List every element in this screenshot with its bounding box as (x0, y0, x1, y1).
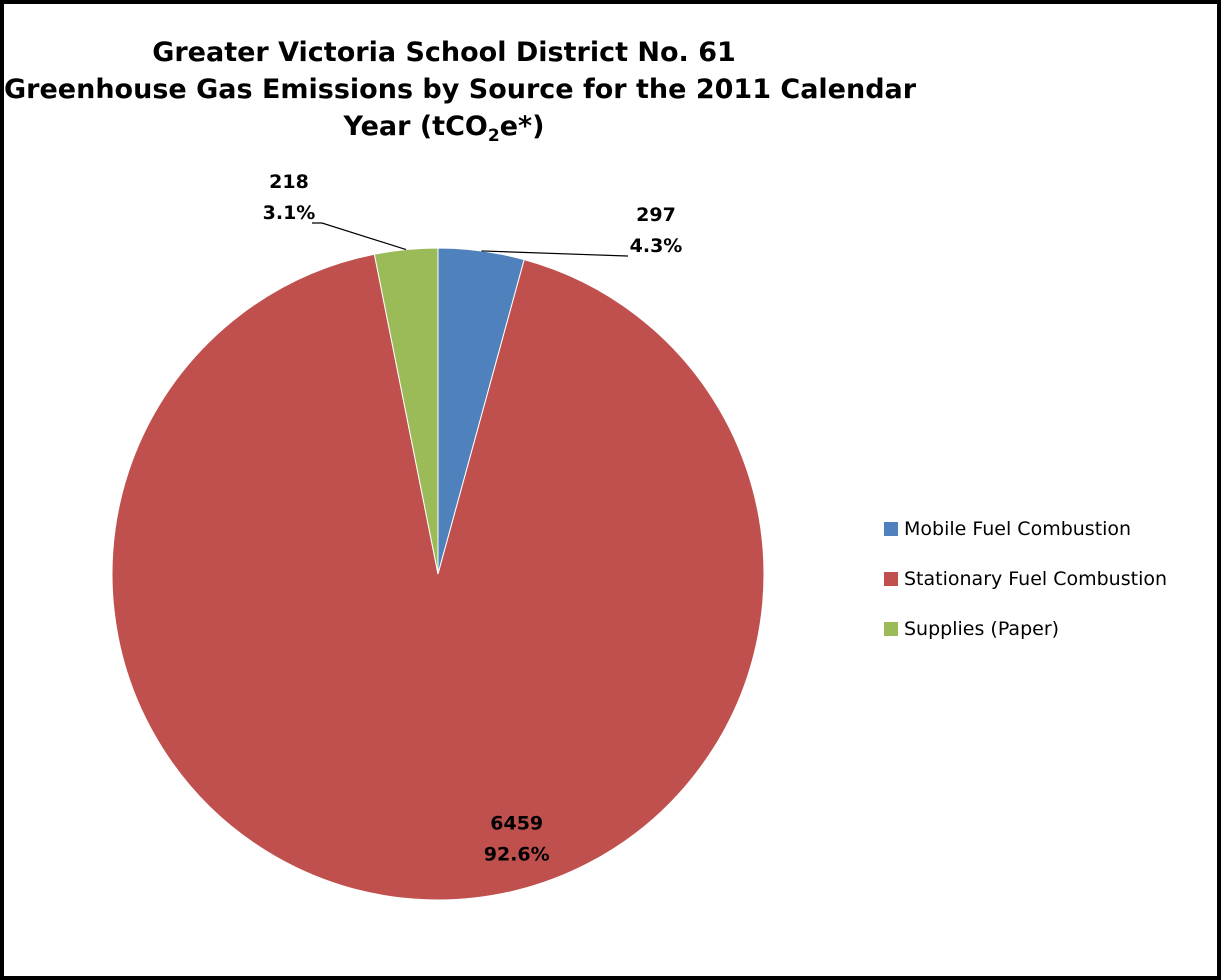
pie-slice-supplies-paper (373, 247, 439, 575)
legend-label: Mobile Fuel Combustion (904, 518, 1132, 540)
pie-slice-stationary-fuel-combustion (111, 253, 765, 901)
chart-title-line-3: Year (tCO2e*) (4, 108, 884, 145)
legend-label: Supplies (Paper) (904, 618, 1060, 640)
data-label-value-mobile-fuel-combustion: 297 (636, 204, 676, 226)
leader-line-supplies-paper (312, 222, 407, 251)
data-label-percent-stationary-fuel-combustion: 92.6% (484, 844, 550, 866)
chart-title-line-3-suffix: e*) (499, 111, 545, 142)
legend-label: Stationary Fuel Combustion (904, 568, 1168, 590)
chart-title-line-2: Greenhouse Gas Emissions by Source for t… (4, 74, 917, 105)
legend-item-supplies-paper: Supplies (Paper) (884, 616, 1167, 642)
chart-title: Greater Victoria School District No. 61 … (4, 34, 917, 145)
data-label-value-stationary-fuel-combustion: 6459 (490, 813, 543, 835)
legend-item-mobile-fuel-combustion: Mobile Fuel Combustion (884, 516, 1167, 542)
chart-title-line-1: Greater Victoria School District No. 61 (152, 37, 736, 68)
leader-line-mobile-fuel-combustion (481, 250, 628, 257)
data-label-percent-mobile-fuel-combustion: 4.3% (630, 235, 683, 257)
chart-legend: Mobile Fuel Combustion Stationary Fuel C… (884, 516, 1167, 666)
chart-title-subscript: 2 (487, 126, 500, 146)
legend-item-stationary-fuel-combustion: Stationary Fuel Combustion (884, 566, 1167, 592)
pie-chart: 297 4.3% 6459 92.6% 218 3.1% (111, 171, 765, 901)
data-label-value-supplies-paper: 218 (269, 171, 309, 193)
data-label-percent-supplies-paper: 3.1% (263, 202, 316, 224)
legend-swatch (884, 572, 898, 586)
legend-swatch (884, 522, 898, 536)
legend-swatch (884, 622, 898, 636)
chart-title-line-3-prefix: Year (tCO (343, 111, 488, 142)
